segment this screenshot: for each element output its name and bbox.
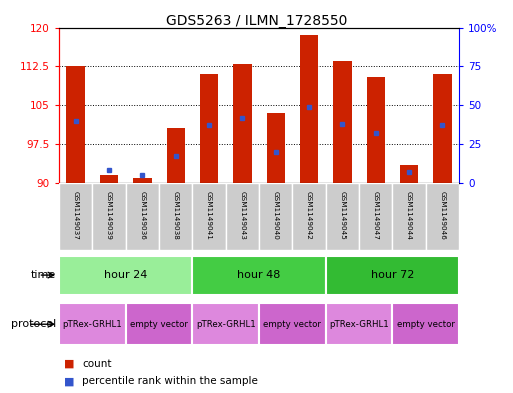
Text: hour 48: hour 48: [238, 270, 281, 280]
Bar: [326, 255, 459, 295]
Text: ■: ■: [64, 376, 74, 386]
Text: time: time: [31, 270, 56, 280]
Bar: [100, 175, 118, 183]
Bar: [392, 183, 426, 250]
Text: GSM1149040: GSM1149040: [273, 191, 279, 240]
Bar: [426, 183, 459, 250]
Bar: [159, 183, 192, 250]
Text: GSM1149047: GSM1149047: [373, 191, 379, 240]
Text: empty vector: empty vector: [397, 320, 455, 329]
Bar: [326, 183, 359, 250]
Bar: [126, 303, 192, 345]
Bar: [192, 303, 259, 345]
Text: pTRex-GRHL1: pTRex-GRHL1: [63, 320, 122, 329]
Bar: [59, 183, 92, 250]
Text: pTRex-GRHL1: pTRex-GRHL1: [329, 320, 389, 329]
Bar: [233, 64, 251, 183]
Bar: [326, 303, 392, 345]
Text: GSM1149038: GSM1149038: [173, 191, 179, 240]
Text: hour 24: hour 24: [104, 270, 147, 280]
Text: hour 72: hour 72: [371, 270, 414, 280]
Bar: [200, 74, 218, 183]
Text: pTRex-GRHL1: pTRex-GRHL1: [196, 320, 255, 329]
Bar: [259, 303, 326, 345]
Text: GSM1149042: GSM1149042: [306, 191, 312, 240]
Bar: [192, 183, 226, 250]
Text: GSM1149044: GSM1149044: [406, 191, 412, 240]
Bar: [333, 61, 351, 183]
Bar: [167, 129, 185, 183]
Bar: [400, 165, 418, 183]
Text: GSM1149046: GSM1149046: [440, 191, 445, 240]
Text: empty vector: empty vector: [130, 320, 188, 329]
Bar: [367, 77, 385, 183]
Bar: [392, 303, 459, 345]
Text: GSM1149037: GSM1149037: [73, 191, 78, 240]
Text: empty vector: empty vector: [264, 320, 321, 329]
Bar: [433, 74, 451, 183]
Text: protocol: protocol: [11, 319, 56, 329]
Bar: [59, 303, 126, 345]
Bar: [133, 178, 151, 183]
Text: GSM1149036: GSM1149036: [140, 191, 145, 240]
Bar: [67, 66, 85, 183]
Bar: [92, 183, 126, 250]
Text: percentile rank within the sample: percentile rank within the sample: [82, 376, 258, 386]
Bar: [59, 255, 192, 295]
Text: GSM1149043: GSM1149043: [240, 191, 245, 240]
Bar: [359, 183, 392, 250]
Bar: [300, 35, 318, 183]
Bar: [126, 183, 159, 250]
Text: GSM1149039: GSM1149039: [106, 191, 112, 240]
Bar: [267, 113, 285, 183]
Text: GDS5263 / ILMN_1728550: GDS5263 / ILMN_1728550: [166, 14, 347, 28]
Bar: [292, 183, 326, 250]
Text: GSM1149045: GSM1149045: [340, 191, 345, 240]
Bar: [259, 183, 292, 250]
Text: count: count: [82, 358, 112, 369]
Text: GSM1149041: GSM1149041: [206, 191, 212, 240]
Text: ■: ■: [64, 358, 74, 369]
Bar: [226, 183, 259, 250]
Bar: [192, 255, 326, 295]
